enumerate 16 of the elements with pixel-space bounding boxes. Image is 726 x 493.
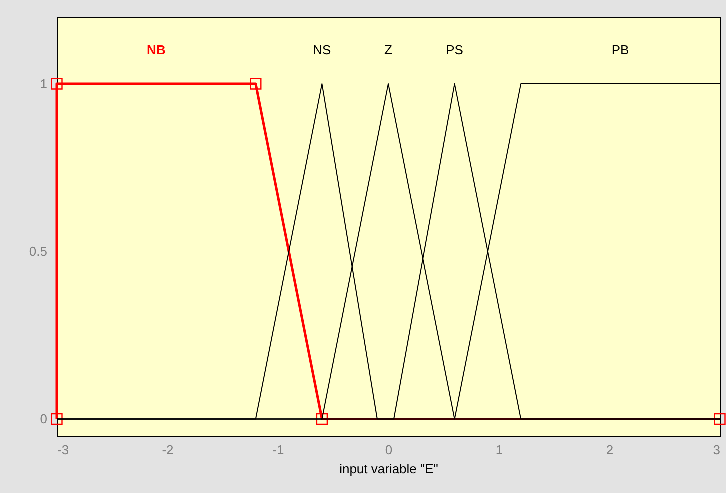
x-tick-label: 0 <box>385 442 393 458</box>
x-tick-label: 2 <box>606 442 614 458</box>
text: Z <box>384 42 393 58</box>
x-tick-label: -3 <box>58 442 70 458</box>
y-tick-label: 1 <box>40 76 48 92</box>
x-axis-title: input variable "E" <box>340 462 439 476</box>
x-tick-label: -1 <box>272 442 284 458</box>
text: PB <box>612 42 630 58</box>
text: NS <box>313 42 332 58</box>
y-tick-label: 0.5 <box>29 244 48 260</box>
x-tick-label: 1 <box>496 442 504 458</box>
x-tick-label: -2 <box>162 442 174 458</box>
y-tick-label: 0 <box>40 412 48 427</box>
text: NB <box>147 42 166 58</box>
text: PS <box>446 42 464 58</box>
x-tick-label: 3 <box>713 442 720 458</box>
